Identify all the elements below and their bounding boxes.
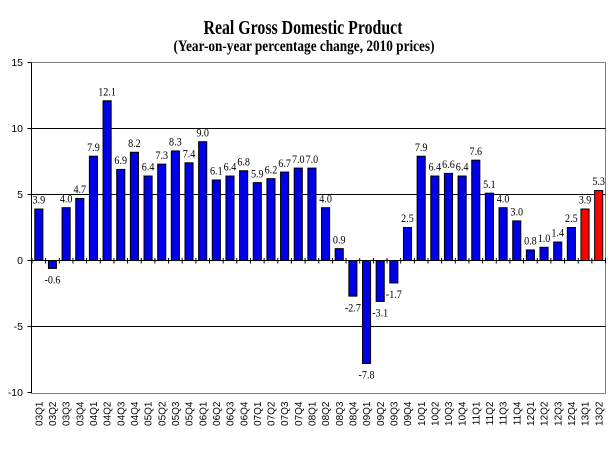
svg-text:07Q4: 07Q4 bbox=[294, 401, 305, 426]
svg-text:07Q1: 07Q1 bbox=[253, 401, 264, 426]
svg-text:6.2: 6.2 bbox=[265, 164, 278, 176]
svg-text:04Q2: 04Q2 bbox=[103, 401, 114, 426]
svg-text:5.9: 5.9 bbox=[251, 168, 264, 180]
svg-text:04Q3: 04Q3 bbox=[116, 401, 127, 426]
svg-text:07Q2: 07Q2 bbox=[267, 401, 278, 426]
svg-text:12Q3: 12Q3 bbox=[553, 401, 564, 426]
svg-text:09Q3: 09Q3 bbox=[389, 401, 400, 426]
svg-text:05Q4: 05Q4 bbox=[185, 401, 196, 426]
svg-text:7.9: 7.9 bbox=[87, 142, 100, 154]
svg-text:08Q4: 08Q4 bbox=[348, 401, 359, 426]
svg-text:06Q3: 06Q3 bbox=[226, 401, 237, 426]
svg-text:04Q1: 04Q1 bbox=[89, 401, 100, 426]
svg-text:06Q2: 06Q2 bbox=[212, 401, 223, 426]
svg-text:0.9: 0.9 bbox=[333, 234, 346, 246]
svg-text:04Q4: 04Q4 bbox=[130, 401, 141, 426]
svg-text:5: 5 bbox=[17, 189, 23, 201]
svg-text:8.3: 8.3 bbox=[169, 137, 182, 149]
svg-text:7.4: 7.4 bbox=[183, 149, 196, 161]
svg-text:1.0: 1.0 bbox=[538, 233, 551, 245]
svg-text:06Q1: 06Q1 bbox=[198, 401, 209, 426]
svg-text:08Q1: 08Q1 bbox=[308, 401, 319, 426]
svg-text:-3.1: -3.1 bbox=[372, 308, 388, 320]
svg-text:-0.6: -0.6 bbox=[44, 275, 60, 287]
svg-text:7.0: 7.0 bbox=[306, 154, 319, 166]
svg-text:6.1: 6.1 bbox=[210, 166, 223, 178]
svg-text:9.0: 9.0 bbox=[196, 127, 209, 139]
svg-text:8.2: 8.2 bbox=[128, 138, 141, 150]
svg-text:5.1: 5.1 bbox=[483, 179, 496, 191]
svg-text:07Q3: 07Q3 bbox=[280, 401, 291, 426]
svg-text:15: 15 bbox=[11, 57, 23, 69]
svg-text:4.0: 4.0 bbox=[497, 193, 510, 205]
svg-text:03Q3: 03Q3 bbox=[62, 401, 73, 426]
svg-text:06Q4: 06Q4 bbox=[239, 401, 250, 426]
svg-text:3.9: 3.9 bbox=[33, 195, 46, 207]
svg-text:09Q1: 09Q1 bbox=[362, 401, 373, 426]
svg-text:11Q3: 11Q3 bbox=[499, 401, 510, 425]
svg-text:6.4: 6.4 bbox=[142, 162, 155, 174]
svg-text:6.6: 6.6 bbox=[442, 159, 455, 171]
svg-text:11Q4: 11Q4 bbox=[512, 401, 523, 425]
svg-text:12Q2: 12Q2 bbox=[540, 401, 551, 426]
svg-text:(Year-on-year percentage chang: (Year-on-year percentage change, 2010 pr… bbox=[174, 38, 435, 56]
svg-text:05Q3: 05Q3 bbox=[171, 401, 182, 426]
svg-text:10: 10 bbox=[11, 123, 23, 135]
svg-text:6.9: 6.9 bbox=[114, 155, 127, 167]
svg-text:3.9: 3.9 bbox=[579, 195, 592, 207]
svg-text:7.0: 7.0 bbox=[292, 154, 305, 166]
svg-text:09Q2: 09Q2 bbox=[376, 401, 387, 426]
svg-text:6.8: 6.8 bbox=[237, 156, 250, 168]
svg-text:7.9: 7.9 bbox=[415, 142, 428, 154]
svg-text:1.4: 1.4 bbox=[551, 228, 564, 240]
svg-text:0.8: 0.8 bbox=[524, 236, 537, 248]
svg-text:7.6: 7.6 bbox=[469, 146, 482, 158]
svg-text:6.4: 6.4 bbox=[428, 162, 441, 174]
svg-text:08Q2: 08Q2 bbox=[321, 401, 332, 426]
svg-text:7.3: 7.3 bbox=[155, 150, 168, 162]
svg-text:11Q1: 11Q1 bbox=[471, 401, 482, 425]
svg-text:4.7: 4.7 bbox=[73, 184, 86, 196]
svg-text:4.0: 4.0 bbox=[60, 193, 73, 205]
svg-text:2.5: 2.5 bbox=[401, 213, 414, 225]
svg-text:-5: -5 bbox=[14, 321, 23, 333]
svg-text:-2.7: -2.7 bbox=[345, 302, 361, 314]
svg-text:12Q4: 12Q4 bbox=[567, 401, 578, 426]
svg-text:03Q4: 03Q4 bbox=[75, 401, 86, 426]
svg-text:6.4: 6.4 bbox=[224, 162, 237, 174]
svg-text:13Q1: 13Q1 bbox=[581, 401, 592, 426]
svg-text:08Q3: 08Q3 bbox=[335, 401, 346, 426]
svg-text:2.5: 2.5 bbox=[565, 213, 578, 225]
svg-text:11Q2: 11Q2 bbox=[485, 401, 496, 425]
svg-text:10Q3: 10Q3 bbox=[444, 401, 455, 426]
svg-text:10Q2: 10Q2 bbox=[430, 401, 441, 426]
svg-text:0: 0 bbox=[17, 255, 23, 267]
svg-text:05Q1: 05Q1 bbox=[144, 401, 155, 426]
svg-text:5.3: 5.3 bbox=[592, 176, 605, 188]
svg-text:4.0: 4.0 bbox=[319, 193, 332, 205]
svg-text:-7.8: -7.8 bbox=[359, 370, 375, 382]
svg-text:12.1: 12.1 bbox=[98, 86, 116, 98]
svg-text:10Q1: 10Q1 bbox=[417, 401, 428, 426]
svg-text:6.7: 6.7 bbox=[278, 158, 291, 170]
svg-text:3.0: 3.0 bbox=[510, 207, 523, 219]
svg-text:03Q1: 03Q1 bbox=[34, 401, 45, 426]
svg-text:12Q1: 12Q1 bbox=[526, 401, 537, 426]
svg-text:03Q2: 03Q2 bbox=[48, 401, 59, 426]
svg-text:13Q2: 13Q2 bbox=[594, 401, 605, 426]
svg-text:-1.7: -1.7 bbox=[386, 289, 402, 301]
svg-text:6.4: 6.4 bbox=[456, 162, 469, 174]
svg-text:10Q4: 10Q4 bbox=[458, 401, 469, 426]
svg-text:05Q2: 05Q2 bbox=[157, 401, 168, 426]
svg-text:-10: -10 bbox=[8, 387, 23, 399]
svg-text:09Q4: 09Q4 bbox=[403, 401, 414, 426]
svg-text:Real Gross Domestic Product: Real Gross Domestic Product bbox=[204, 17, 404, 38]
